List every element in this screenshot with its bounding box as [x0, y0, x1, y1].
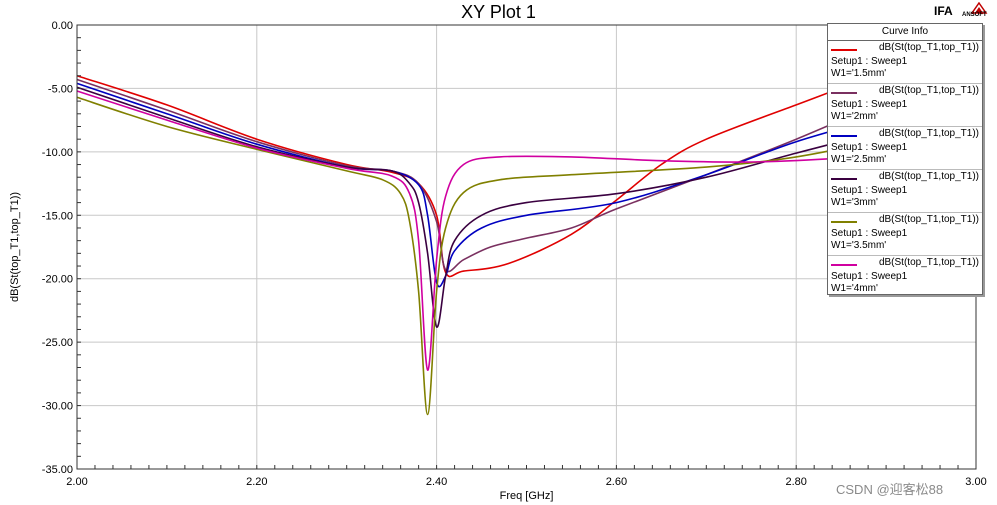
legend-item[interactable]: dB(St(top_T1,top_T1)) Setup1 : Sweep1 W1='…	[828, 84, 982, 127]
legend-series-param: W1='3mm'	[831, 197, 878, 208]
legend-series-param: W1='2.5mm'	[831, 154, 887, 165]
tick-layer: 2.00 2.20 2.40 2.60 2.80 3.00 0.00 -5.00 -10.00 -…	[42, 20, 987, 488]
legend-swatch	[831, 264, 857, 266]
legend-series-setup: Setup1 : Sweep1	[831, 185, 908, 196]
curve-info-legend[interactable]: Curve Info dB(St(top_T1,top_T1)) Setup1 :…	[827, 23, 983, 295]
legend-series-setup: Setup1 : Sweep1	[831, 99, 908, 110]
legend-header: Curve Info	[828, 24, 982, 41]
legend-series-setup: Setup1 : Sweep1	[831, 142, 908, 153]
legend-item[interactable]: dB(St(top_T1,top_T1)) Setup1 : Sweep1 W1='…	[828, 41, 982, 84]
legend-series-setup: Setup1 : Sweep1	[831, 228, 908, 239]
series-line-0[interactable]	[76, 53, 977, 278]
legend-series-setup: Setup1 : Sweep1	[831, 271, 908, 282]
design-name-tag: IFA	[934, 4, 953, 18]
series-line-1[interactable]	[76, 72, 977, 273]
y-tick-label: -10.00	[42, 147, 73, 159]
series-line-2[interactable]	[76, 82, 977, 288]
legend-series-name: dB(St(top_T1,top_T1))	[878, 85, 979, 96]
y-tick-label: -20.00	[42, 274, 73, 286]
x-tick-label: 2.20	[246, 476, 267, 488]
legend-series-name: dB(St(top_T1,top_T1))	[878, 128, 979, 139]
legend-series-param: W1='4mm'	[831, 283, 878, 294]
x-tick-label: 2.80	[785, 476, 806, 488]
ansoft-logo-icon	[970, 2, 988, 14]
legend-item[interactable]: dB(St(top_T1,top_T1)) Setup1 : Sweep1 W1='…	[828, 256, 982, 298]
legend-swatch	[831, 178, 857, 180]
chart-title: XY Plot 1	[461, 2, 536, 22]
legend-swatch	[831, 221, 857, 223]
series-line-5[interactable]	[76, 90, 977, 371]
x-axis-label: Freq [GHz]	[500, 490, 554, 502]
series-layer	[76, 53, 977, 416]
y-tick-label: -30.00	[42, 401, 73, 413]
legend-swatch	[831, 49, 857, 51]
x-tick-label: 3.00	[965, 476, 986, 488]
watermark: CSDN @迎客松88	[836, 482, 944, 497]
legend-series-name: dB(St(top_T1,top_T1))	[878, 42, 979, 53]
series-line-4[interactable]	[76, 96, 977, 416]
x-tick-label: 2.60	[606, 476, 627, 488]
x-tick-label: 2.00	[66, 476, 87, 488]
y-tick-label: 0.00	[52, 20, 73, 32]
legend-series-setup: Setup1 : Sweep1	[831, 56, 908, 67]
x-tick-label: 2.40	[426, 476, 447, 488]
legend-series-name: dB(St(top_T1,top_T1))	[878, 257, 979, 268]
series-line-3[interactable]	[76, 86, 977, 328]
y-tick-label: -5.00	[48, 83, 73, 95]
y-tick-label: -35.00	[42, 464, 73, 476]
legend-series-param: W1='2mm'	[831, 111, 878, 122]
logo-text: ANSOFT	[962, 12, 987, 18]
legend-item[interactable]: dB(St(top_T1,top_T1)) Setup1 : Sweep1 W1='…	[828, 213, 982, 256]
legend-swatch	[831, 92, 857, 94]
legend-swatch	[831, 135, 857, 137]
legend-series-name: dB(St(top_T1,top_T1))	[878, 171, 979, 182]
y-axis-label: dB(St(top_T1,top_T1))	[9, 192, 21, 302]
legend-series-param: W1='3.5mm'	[831, 240, 887, 251]
legend-item[interactable]: dB(St(top_T1,top_T1)) Setup1 : Sweep1 W1='…	[828, 170, 982, 213]
legend-series-param: W1='1.5mm'	[831, 68, 887, 79]
legend-series-name: dB(St(top_T1,top_T1))	[878, 214, 979, 225]
y-tick-label: -15.00	[42, 210, 73, 222]
legend-item[interactable]: dB(St(top_T1,top_T1)) Setup1 : Sweep1 W1='…	[828, 127, 982, 170]
y-tick-label: -25.00	[42, 337, 73, 349]
